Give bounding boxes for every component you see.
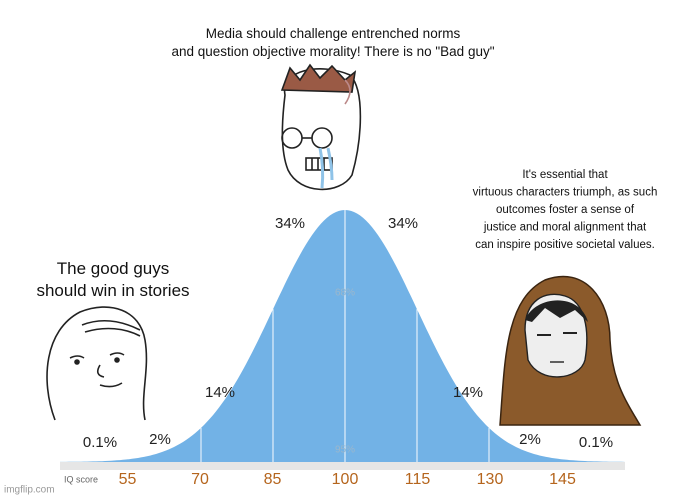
caption-line: should win in stories [36, 281, 189, 300]
percent-label: 14% [205, 384, 235, 401]
percent-label: 34% [275, 215, 305, 232]
caption-line: justice and moral alignment that [483, 222, 647, 234]
left-character [46, 306, 148, 421]
inner-label: 68% [335, 288, 355, 299]
score-label: 100 [332, 471, 359, 488]
caption-line: outcomes foster a sense of [496, 204, 635, 216]
left-caption: The good guys should win in stories [36, 259, 189, 300]
top-character [280, 63, 362, 191]
top-caption: Media should challenge entrenched norms a… [171, 26, 494, 59]
hooded-character [499, 275, 642, 426]
score-label: 55 [119, 471, 137, 488]
score-label: 70 [191, 471, 209, 488]
inner-label: 95% [335, 445, 355, 456]
axis-label: IQ score [64, 474, 98, 484]
score-label: 145 [549, 471, 576, 488]
percent-label: 2% [519, 431, 541, 448]
caption-line: Media should challenge entrenched norms [206, 26, 461, 41]
score-label: 130 [477, 471, 504, 488]
percent-label: 0.1% [83, 434, 117, 451]
caption-line: can inspire positive societal values. [475, 239, 655, 251]
caption-line: It's essential that [522, 169, 608, 181]
right-caption: It's essential that virtuous characters t… [473, 169, 658, 251]
percent-label: 2% [149, 431, 171, 448]
curve-area [60, 210, 625, 462]
watermark: imgflip.com [4, 485, 55, 496]
axis-band [60, 462, 625, 470]
caption-line: virtuous characters triumph, as such [473, 187, 658, 199]
percent-label: 14% [453, 384, 483, 401]
score-label: 115 [405, 471, 431, 488]
score-label: 85 [264, 471, 282, 488]
bell-curve [60, 210, 625, 462]
percent-label: 0.1% [579, 434, 613, 451]
caption-line: and question objective morality! There i… [171, 44, 494, 59]
caption-line: The good guys [57, 259, 169, 278]
percent-label: 34% [388, 215, 418, 232]
